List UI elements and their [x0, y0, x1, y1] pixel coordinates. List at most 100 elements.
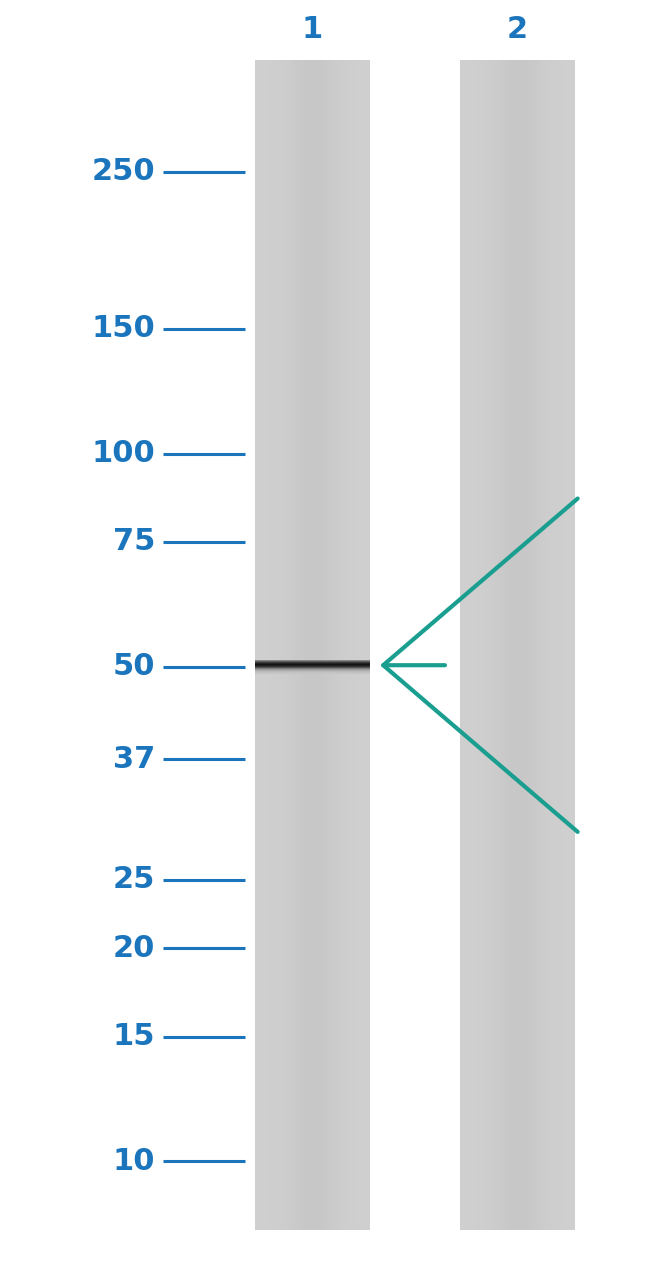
Bar [351, 60, 353, 1231]
Bar [462, 60, 464, 1231]
Bar [539, 60, 541, 1231]
Bar [287, 60, 289, 1231]
Bar [315, 60, 317, 1231]
Bar [359, 60, 360, 1231]
Bar [531, 60, 533, 1231]
Bar [533, 60, 535, 1231]
Bar [500, 60, 502, 1231]
Bar [471, 60, 473, 1231]
Bar [357, 60, 359, 1231]
Bar [345, 60, 347, 1231]
Bar [295, 60, 297, 1231]
Bar [499, 60, 500, 1231]
Bar [333, 60, 335, 1231]
Bar [464, 60, 466, 1231]
Bar [364, 60, 366, 1231]
Bar [512, 60, 514, 1231]
Bar [508, 60, 510, 1231]
Bar [278, 60, 280, 1231]
Bar [318, 60, 320, 1231]
Bar [487, 60, 489, 1231]
Bar [466, 60, 467, 1231]
Bar [550, 60, 552, 1231]
Bar [504, 60, 506, 1231]
Bar [311, 60, 313, 1231]
Bar [564, 60, 566, 1231]
Bar [297, 60, 299, 1231]
Bar [305, 60, 307, 1231]
Bar [330, 60, 332, 1231]
Bar [497, 60, 499, 1231]
Bar [322, 60, 324, 1231]
Bar [259, 60, 261, 1231]
Bar [324, 60, 326, 1231]
Text: 150: 150 [91, 315, 155, 343]
Bar [257, 60, 259, 1231]
Bar [554, 60, 556, 1231]
Bar [285, 60, 287, 1231]
Bar [337, 60, 339, 1231]
Bar [299, 60, 301, 1231]
Bar [481, 60, 483, 1231]
Bar [291, 60, 293, 1231]
Bar [362, 60, 364, 1231]
Bar [519, 60, 521, 1231]
Bar [265, 60, 266, 1231]
Bar [542, 60, 544, 1231]
Bar [467, 60, 469, 1231]
Bar [477, 60, 479, 1231]
Bar [460, 60, 462, 1231]
Bar [560, 60, 562, 1231]
Bar [309, 60, 311, 1231]
Bar [521, 60, 523, 1231]
Bar [320, 60, 322, 1231]
Bar [571, 60, 573, 1231]
Bar [326, 60, 328, 1231]
Bar [469, 60, 471, 1231]
Bar [268, 60, 270, 1231]
Bar [328, 60, 330, 1231]
Bar [548, 60, 550, 1231]
Bar [313, 60, 315, 1231]
Bar [567, 60, 569, 1231]
Bar [566, 60, 567, 1231]
Bar [261, 60, 263, 1231]
Text: 250: 250 [92, 157, 155, 187]
Text: 75: 75 [112, 527, 155, 556]
Bar [537, 60, 539, 1231]
Bar [541, 60, 542, 1231]
Bar [289, 60, 291, 1231]
Bar [517, 60, 519, 1231]
Bar [546, 60, 548, 1231]
Bar [527, 60, 529, 1231]
Bar [489, 60, 491, 1231]
Bar [475, 60, 477, 1231]
Bar [368, 60, 370, 1231]
Bar [274, 60, 276, 1231]
Bar [495, 60, 497, 1231]
Bar [282, 60, 284, 1231]
Bar [529, 60, 531, 1231]
Bar [514, 60, 515, 1231]
Text: 100: 100 [91, 439, 155, 469]
Bar [272, 60, 274, 1231]
Bar [535, 60, 537, 1231]
Bar [493, 60, 495, 1231]
Bar [515, 60, 517, 1231]
Bar [552, 60, 554, 1231]
Bar [284, 60, 285, 1231]
Text: 15: 15 [112, 1022, 155, 1052]
Bar [270, 60, 272, 1231]
Bar [307, 60, 309, 1231]
Bar [502, 60, 504, 1231]
Bar [366, 60, 368, 1231]
Bar [341, 60, 343, 1231]
Bar [562, 60, 564, 1231]
Bar [266, 60, 268, 1231]
Text: 20: 20 [112, 933, 155, 963]
Bar [263, 60, 265, 1231]
Bar [485, 60, 487, 1231]
Bar [483, 60, 485, 1231]
Bar [460, 60, 575, 1231]
Bar [479, 60, 481, 1231]
